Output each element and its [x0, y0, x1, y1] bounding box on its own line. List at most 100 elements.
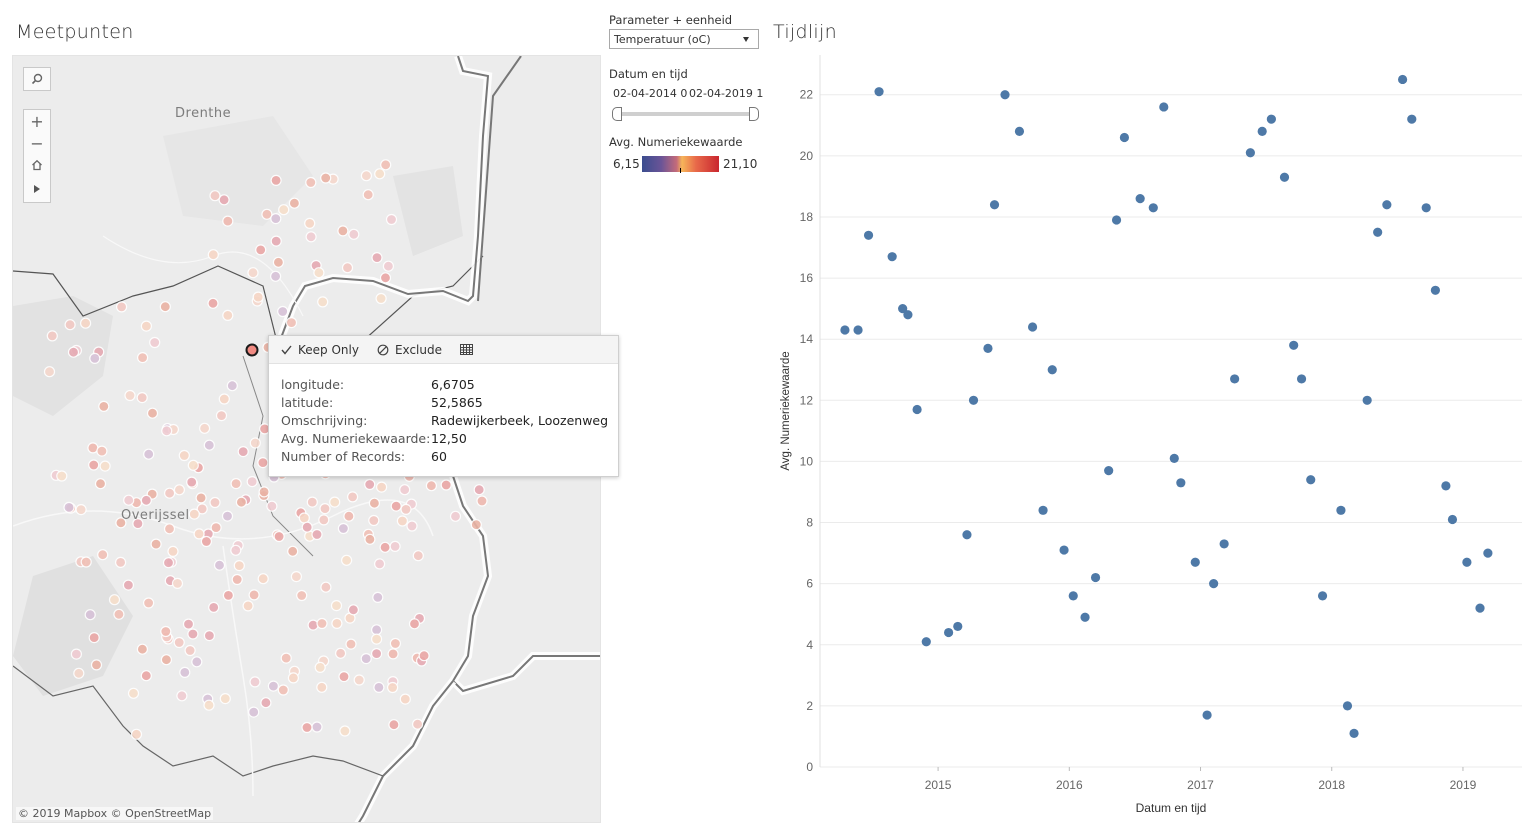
map-measure-point[interactable] — [75, 504, 87, 516]
map-measure-point[interactable] — [130, 728, 143, 740]
map-measure-point[interactable] — [89, 352, 101, 364]
map-measure-point[interactable] — [140, 320, 152, 332]
map-measure-point[interactable] — [233, 560, 245, 572]
map-measure-point[interactable] — [319, 503, 331, 515]
map-measure-point[interactable] — [267, 680, 279, 692]
zoom-in-icon[interactable]: + — [30, 111, 44, 131]
data-point[interactable] — [968, 395, 979, 405]
map-measure-point[interactable] — [374, 168, 386, 180]
map-measure-point[interactable] — [186, 476, 198, 488]
map-measure-point[interactable] — [260, 697, 272, 709]
data-point[interactable] — [912, 404, 922, 415]
map-measure-point[interactable] — [353, 674, 365, 686]
map-measure-point[interactable] — [473, 484, 485, 496]
map-measure-point[interactable] — [277, 305, 289, 318]
map-measure-point[interactable] — [341, 554, 353, 566]
map-measure-point[interactable] — [164, 487, 176, 499]
map-measure-point[interactable] — [122, 579, 135, 591]
map-measure-point[interactable] — [273, 530, 285, 543]
map-measure-point[interactable] — [176, 690, 188, 702]
date-slider-end-handle[interactable] — [749, 107, 759, 121]
map-measure-point[interactable] — [242, 600, 254, 612]
data-point[interactable] — [1306, 475, 1316, 485]
map-measure-point[interactable] — [195, 492, 207, 504]
map-measure-point[interactable] — [341, 262, 354, 274]
data-point[interactable] — [943, 627, 954, 638]
data-point[interactable] — [887, 252, 897, 262]
data-point[interactable] — [1090, 572, 1101, 583]
data-point[interactable] — [1219, 539, 1229, 549]
map-measure-point[interactable] — [257, 457, 269, 469]
data-point[interactable] — [1230, 374, 1240, 384]
map-measure-point[interactable] — [143, 448, 155, 460]
map-measure-point[interactable] — [115, 301, 128, 313]
parameter-dropdown[interactable]: Temperatuur (oC) — [609, 29, 759, 49]
map-measure-point[interactable] — [368, 497, 380, 509]
map-measure-point[interactable] — [160, 625, 172, 638]
data-point[interactable] — [863, 230, 874, 240]
map-measure-point[interactable] — [288, 197, 300, 209]
map-measure-point[interactable] — [382, 260, 394, 272]
map-measure-point[interactable] — [178, 449, 190, 462]
map-measure-point[interactable] — [215, 410, 228, 422]
data-point[interactable] — [903, 310, 913, 320]
map-measure-point[interactable] — [376, 481, 388, 493]
map-measure-point[interactable] — [388, 719, 400, 731]
map-measure-point[interactable] — [46, 330, 58, 342]
map-measure-point[interactable] — [348, 228, 360, 240]
map-measure-point[interactable] — [163, 523, 176, 535]
data-point[interactable] — [1159, 102, 1169, 112]
map-measure-point[interactable] — [371, 633, 383, 645]
map-measure-point[interactable] — [387, 648, 399, 660]
map-measure-point[interactable] — [108, 594, 121, 606]
map-measure-point[interactable] — [316, 617, 328, 630]
map-measure-point[interactable] — [408, 618, 421, 630]
map-measure-point[interactable] — [249, 676, 261, 688]
map-measure-point[interactable] — [371, 252, 383, 264]
map-measure-point[interactable] — [318, 514, 330, 526]
data-point[interactable] — [1421, 203, 1431, 213]
map-measure-point[interactable] — [160, 654, 172, 666]
map-measure-point[interactable] — [371, 624, 383, 636]
map-measure-point[interactable] — [43, 366, 56, 378]
data-point[interactable] — [1317, 591, 1328, 601]
map-measure-point[interactable] — [209, 496, 221, 509]
map-measure-point[interactable] — [296, 589, 308, 602]
data-point[interactable] — [1148, 203, 1158, 213]
data-point[interactable] — [1483, 548, 1493, 558]
map-measure-point[interactable] — [371, 647, 383, 660]
data-point[interactable] — [1000, 90, 1010, 100]
keep-only-button[interactable]: Keep Only — [281, 343, 359, 357]
map-measure-point[interactable] — [278, 204, 290, 216]
map-measure-point[interactable] — [280, 652, 292, 664]
map-measure-point[interactable] — [412, 718, 424, 730]
search-icon[interactable] — [24, 68, 50, 90]
data-point[interactable] — [1475, 603, 1485, 613]
map-measure-point[interactable] — [270, 270, 282, 282]
data-point[interactable] — [983, 343, 993, 353]
map-measure-point[interactable] — [99, 460, 111, 472]
map-measure-point[interactable] — [237, 446, 249, 458]
map-measure-point[interactable] — [218, 393, 230, 405]
map-measure-point[interactable] — [132, 518, 144, 530]
map-measure-point[interactable] — [96, 445, 108, 457]
map-measure-point[interactable] — [301, 721, 313, 734]
map-measure-point[interactable] — [150, 538, 162, 550]
map-measure-point[interactable] — [298, 512, 310, 524]
map-measure-point[interactable] — [173, 484, 185, 496]
map-measure-point[interactable] — [213, 559, 226, 571]
map-measure-point[interactable] — [188, 508, 200, 520]
map-measure-point[interactable] — [449, 510, 462, 522]
map-measure-point[interactable] — [257, 573, 269, 585]
map-measure-point[interactable] — [136, 392, 148, 404]
data-point[interactable] — [1014, 126, 1025, 136]
map-measure-point[interactable] — [347, 604, 359, 616]
map-measure-point[interactable] — [313, 267, 325, 279]
data-point[interactable] — [1296, 374, 1307, 384]
map-measure-point[interactable] — [360, 652, 372, 665]
exclude-button[interactable]: Exclude — [377, 343, 442, 357]
selected-map-point[interactable] — [244, 342, 260, 358]
map-search-control[interactable] — [23, 67, 51, 91]
map-measure-point[interactable] — [187, 628, 199, 640]
map-measure-point[interactable] — [390, 500, 402, 512]
